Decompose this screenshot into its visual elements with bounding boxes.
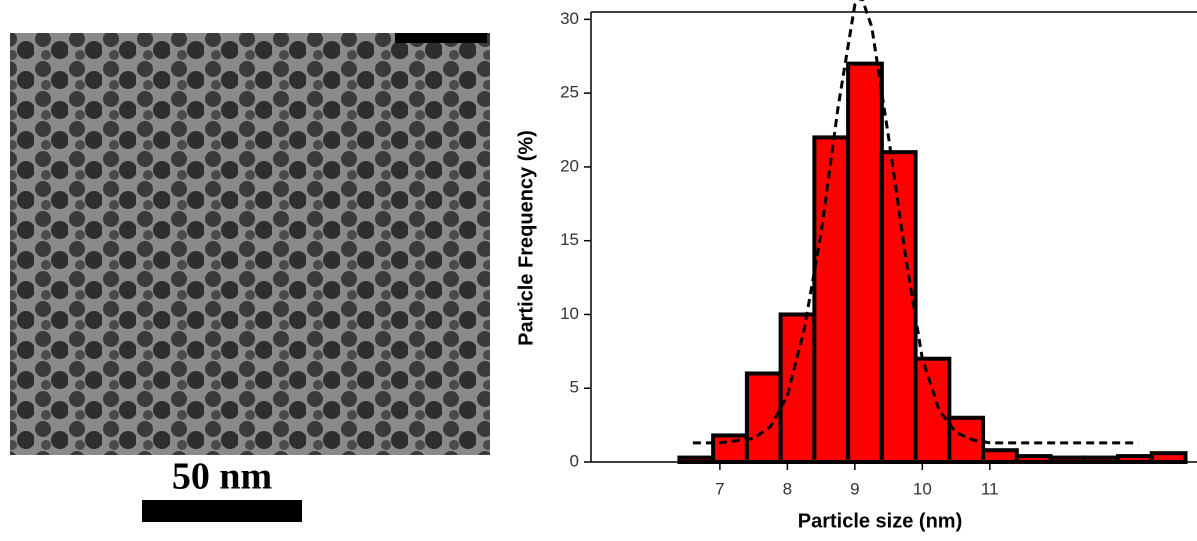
y-tick-label: 5 — [570, 378, 579, 397]
bar — [1149, 451, 1188, 465]
scale-bar — [142, 500, 302, 522]
tem-image — [10, 33, 490, 455]
bar — [846, 61, 884, 464]
bar — [812, 135, 851, 464]
scale-label: 50 nm — [172, 456, 272, 498]
y-tick-label: 20 — [560, 156, 579, 175]
bar — [913, 356, 952, 464]
y-tick-label: 15 — [560, 230, 579, 249]
y-tick-label: 25 — [560, 83, 579, 102]
y-tick-label: 0 — [570, 451, 579, 470]
image-bar — [395, 33, 487, 43]
x-tick-label: 7 — [715, 479, 724, 498]
bar — [947, 415, 986, 464]
y-tick-label: 30 — [560, 9, 579, 28]
x-tick-label: 11 — [981, 479, 999, 498]
bar — [778, 312, 817, 464]
y-tick-label: 10 — [560, 304, 579, 323]
x-tick-label: 10 — [913, 479, 932, 498]
bar — [1116, 454, 1154, 464]
x-tick-label: 9 — [850, 479, 859, 498]
histogram: 0 5 10 15 20 25 30 7 8 9 10 11 Particle size (nm) Par… — [515, 0, 1197, 532]
bar — [981, 448, 1019, 464]
bar — [1014, 454, 1053, 464]
bar — [711, 433, 749, 465]
x-axis-label: Particle size (nm) — [798, 510, 963, 532]
y-axis-label: Particle Frequency (%) — [515, 130, 537, 346]
x-tick-label: 8 — [783, 479, 792, 498]
